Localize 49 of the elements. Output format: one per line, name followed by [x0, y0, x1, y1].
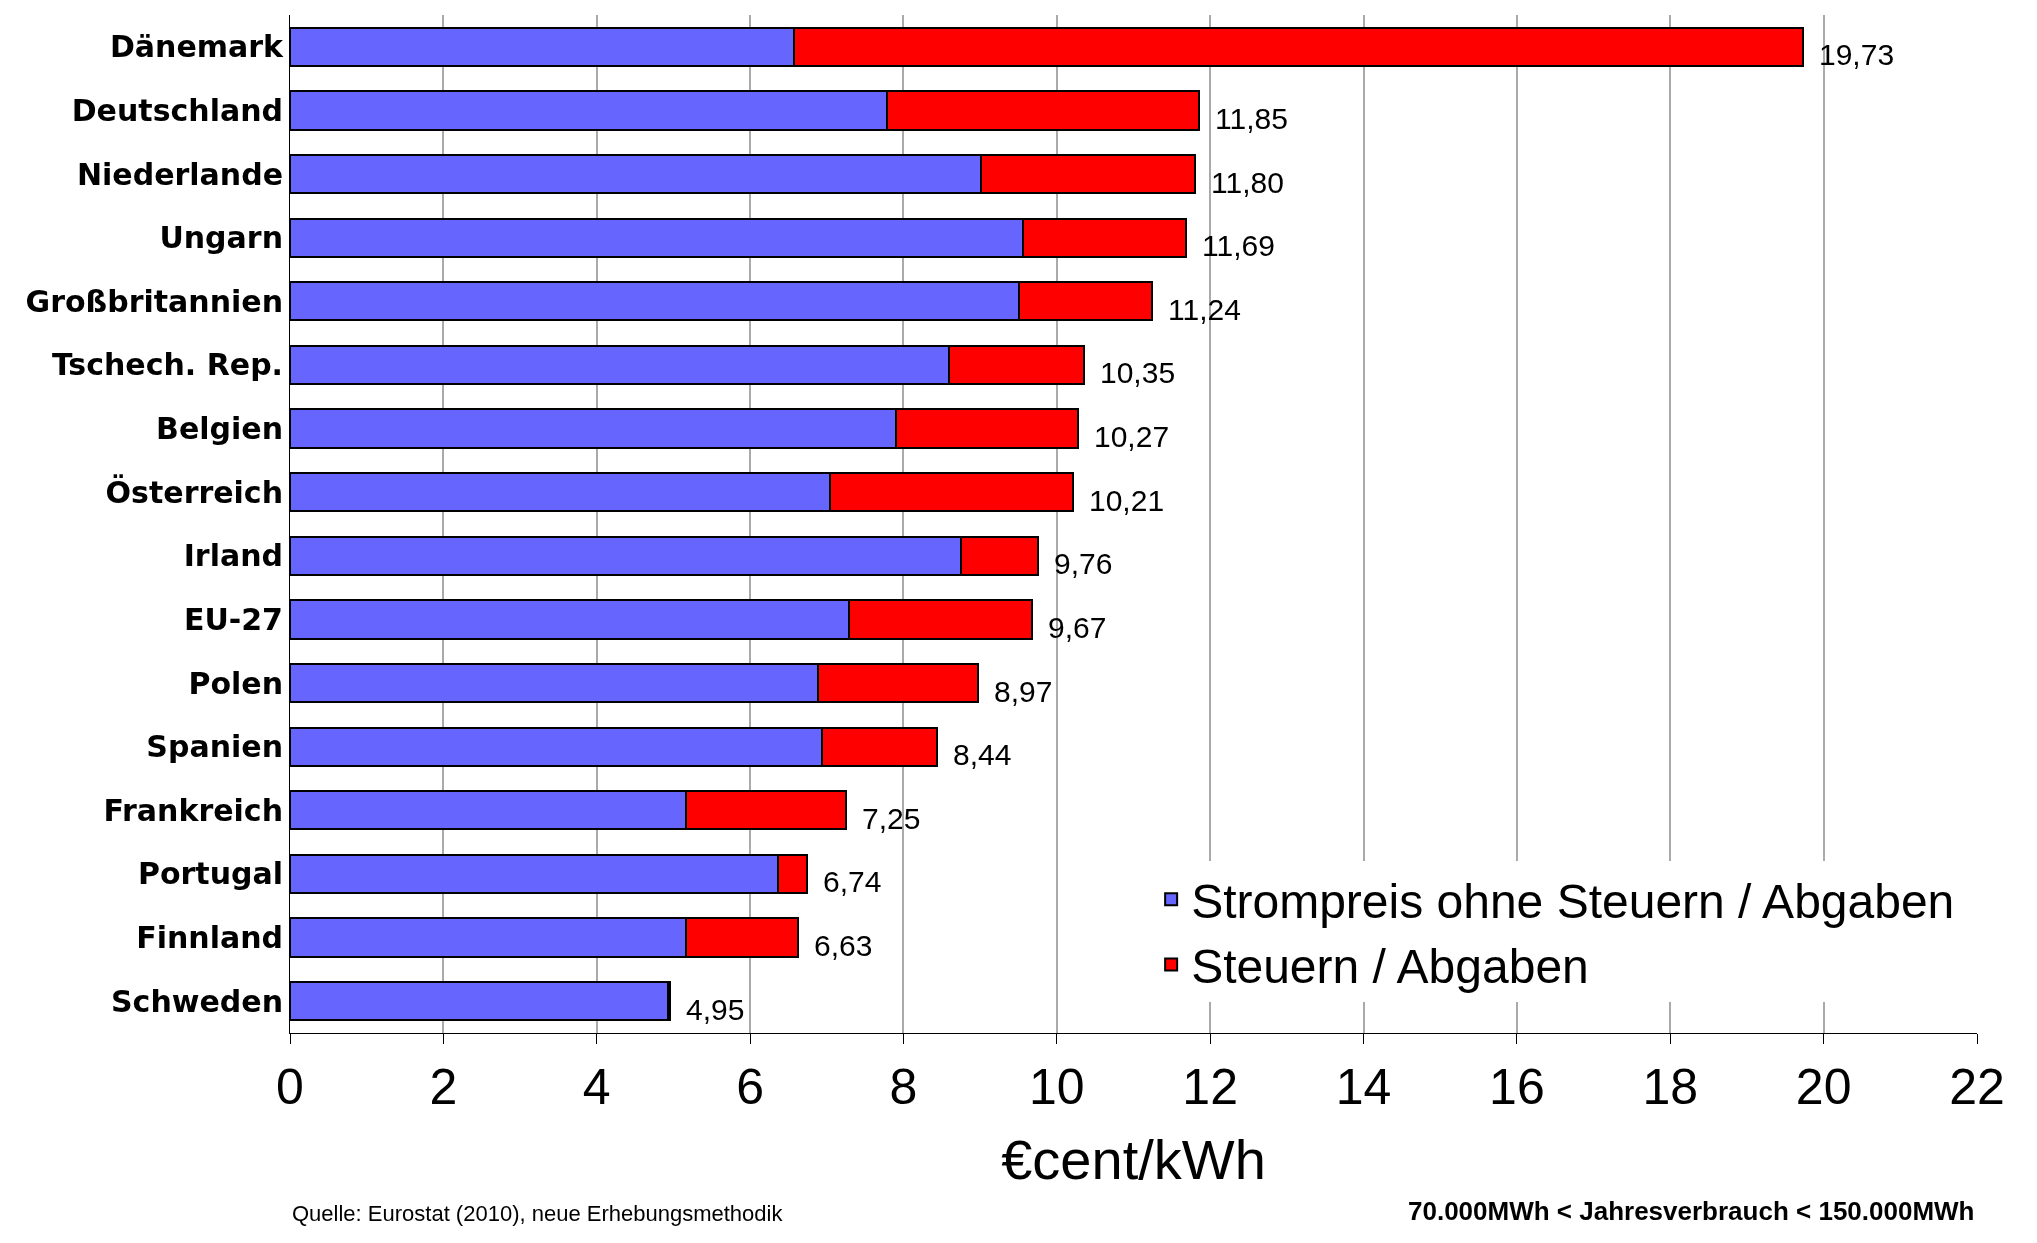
y-tick-label: Ungarn	[159, 220, 283, 256]
source-note: Quelle: Eurostat (2010), neue Erhebungsmethodik	[292, 1201, 784, 1226]
x-tick-label: 10	[1029, 1059, 1085, 1115]
total-label: 9,76	[1054, 547, 1113, 580]
x-tick-label: 12	[1182, 1059, 1238, 1115]
total-label: 10,35	[1100, 356, 1176, 389]
total-label: 11,80	[1211, 166, 1284, 199]
total-label: 4,95	[686, 993, 745, 1026]
x-tick-label: 2	[429, 1059, 458, 1115]
x-tick-label: 6	[736, 1059, 764, 1115]
total-label: 8,44	[953, 738, 1012, 771]
total-label: 10,21	[1089, 484, 1165, 517]
total-label: 8,97	[994, 675, 1053, 708]
total-label: 9,67	[1048, 611, 1107, 644]
y-tick-label: Frankreich	[103, 792, 283, 828]
y-tick-label: Deutschland	[71, 92, 283, 128]
x-tick-label: 18	[1642, 1059, 1699, 1115]
x-tick-label: 8	[889, 1059, 918, 1115]
y-tick-label: Österreich	[105, 473, 283, 510]
total-label: 11,85	[1215, 102, 1288, 135]
x-tick-label: 4	[582, 1059, 611, 1115]
y-tick-label: Finnland	[136, 920, 283, 956]
x-tick-label: 16	[1489, 1059, 1545, 1115]
total-label: 11,24	[1168, 293, 1241, 326]
y-tick-label: Spanien	[146, 729, 283, 765]
y-tick-label: Belgien	[156, 411, 283, 447]
total-label: 19,73	[1819, 38, 1895, 71]
y-tick-label: EU-27	[183, 601, 283, 637]
total-label: 6,63	[814, 929, 873, 962]
total-label: 6,74	[823, 865, 882, 898]
x-axis-title: €cent/kWh	[1001, 1127, 1266, 1191]
y-tick-label: Tschech. Rep.	[51, 347, 283, 383]
text: 70.000MWh < Jahresverbrauch < 150.000MWh	[1408, 1196, 1975, 1226]
total-label: 7,25	[862, 802, 921, 835]
x-tick-label: 0	[276, 1059, 304, 1115]
y-tick-label: Niederlande	[76, 156, 283, 192]
y-tick-label: Polen	[188, 665, 283, 701]
y-tick-label: Großbritannien	[25, 283, 283, 319]
x-tick-label: 14	[1335, 1059, 1392, 1115]
y-tick-label: Dänemark	[109, 29, 285, 65]
x-tick-label: 20	[1795, 1059, 1852, 1115]
legend-label: Strompreis ohne Steuern / Abgaben	[1191, 874, 1955, 928]
total-label: 11,69	[1202, 229, 1275, 262]
y-tick-label: Schweden	[111, 983, 283, 1019]
x-tick-label: 22	[1949, 1059, 2005, 1115]
total-label: 10,27	[1094, 420, 1170, 453]
legend-label: Steuern / Abgaben	[1191, 940, 1589, 994]
y-tick-label: Irland	[183, 538, 283, 574]
y-tick-label: Portugal	[137, 856, 283, 892]
